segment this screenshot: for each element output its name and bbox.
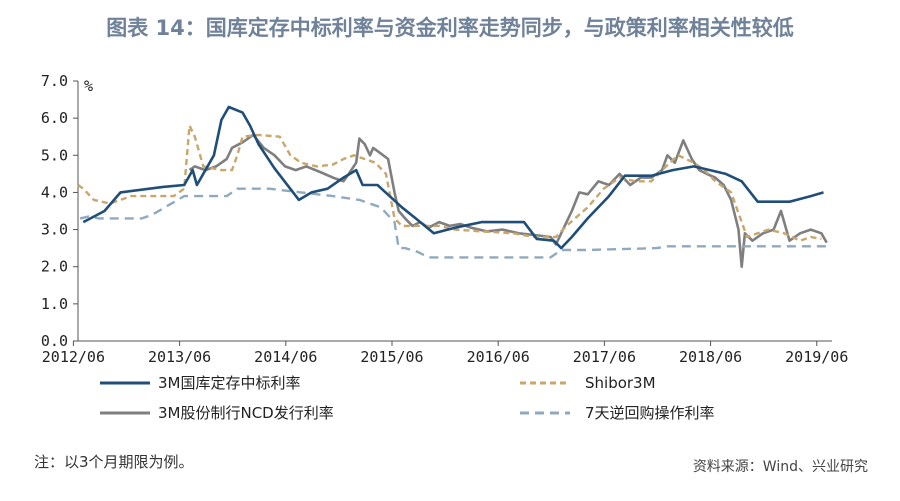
footnote: 注：以3个月期限为例。 xyxy=(34,453,194,471)
chart-title: 图表 14：国库定存中标利率与资金利率走势同步，与政策利率相关性较低 xyxy=(106,16,794,40)
x-tick-label: 2013/06 xyxy=(148,348,211,366)
y-tick-label: 4.0 xyxy=(41,183,68,201)
legend-label-ncd: 3M股份制行NCD发行利率 xyxy=(158,404,334,422)
y-tick-label: 7.0 xyxy=(41,72,68,90)
y-tick-label: 2.0 xyxy=(41,258,68,276)
x-tick-label: 2018/06 xyxy=(679,348,742,366)
y-tick-label: 0.0 xyxy=(41,332,68,350)
x-tick-label: 2012/06 xyxy=(42,348,105,366)
series-layer xyxy=(77,105,828,268)
series-line-shibor xyxy=(77,124,822,242)
x-tick-label: 2017/06 xyxy=(573,348,636,366)
legend: 3M国库定存中标利率 Shibor3M 3M股份制行NCD发行利率 7天逆回购操作利率 xyxy=(100,374,715,422)
axes: 0.0 1.0 2.0 3.0 4.0 5.0 6.0 7.0 % 2012/06 2013/06 2… xyxy=(41,72,848,366)
x-tick-label: 2014/06 xyxy=(254,348,317,366)
y-tick-label: 1.0 xyxy=(41,295,68,313)
series-line-ncd xyxy=(188,133,828,268)
y-tick-label: 6.0 xyxy=(41,109,68,127)
y-tick-label: 5.0 xyxy=(41,146,68,164)
legend-label-deposit: 3M国库定存中标利率 xyxy=(158,374,301,392)
x-tick-label: 2019/06 xyxy=(785,348,848,366)
legend-label-reverse_repo: 7天逆回购操作利率 xyxy=(585,404,715,422)
series-line-reverse_repo xyxy=(79,187,827,259)
legend-label-shibor: Shibor3M xyxy=(585,374,656,392)
series-line-deposit xyxy=(82,105,824,250)
y-axis-unit: % xyxy=(84,77,93,95)
x-tick-label: 2016/06 xyxy=(467,348,530,366)
source-credit: 资料来源：Wind、兴业研究 xyxy=(692,459,868,475)
y-tick-label: 3.0 xyxy=(41,221,68,239)
x-tick-label: 2015/06 xyxy=(360,348,423,366)
